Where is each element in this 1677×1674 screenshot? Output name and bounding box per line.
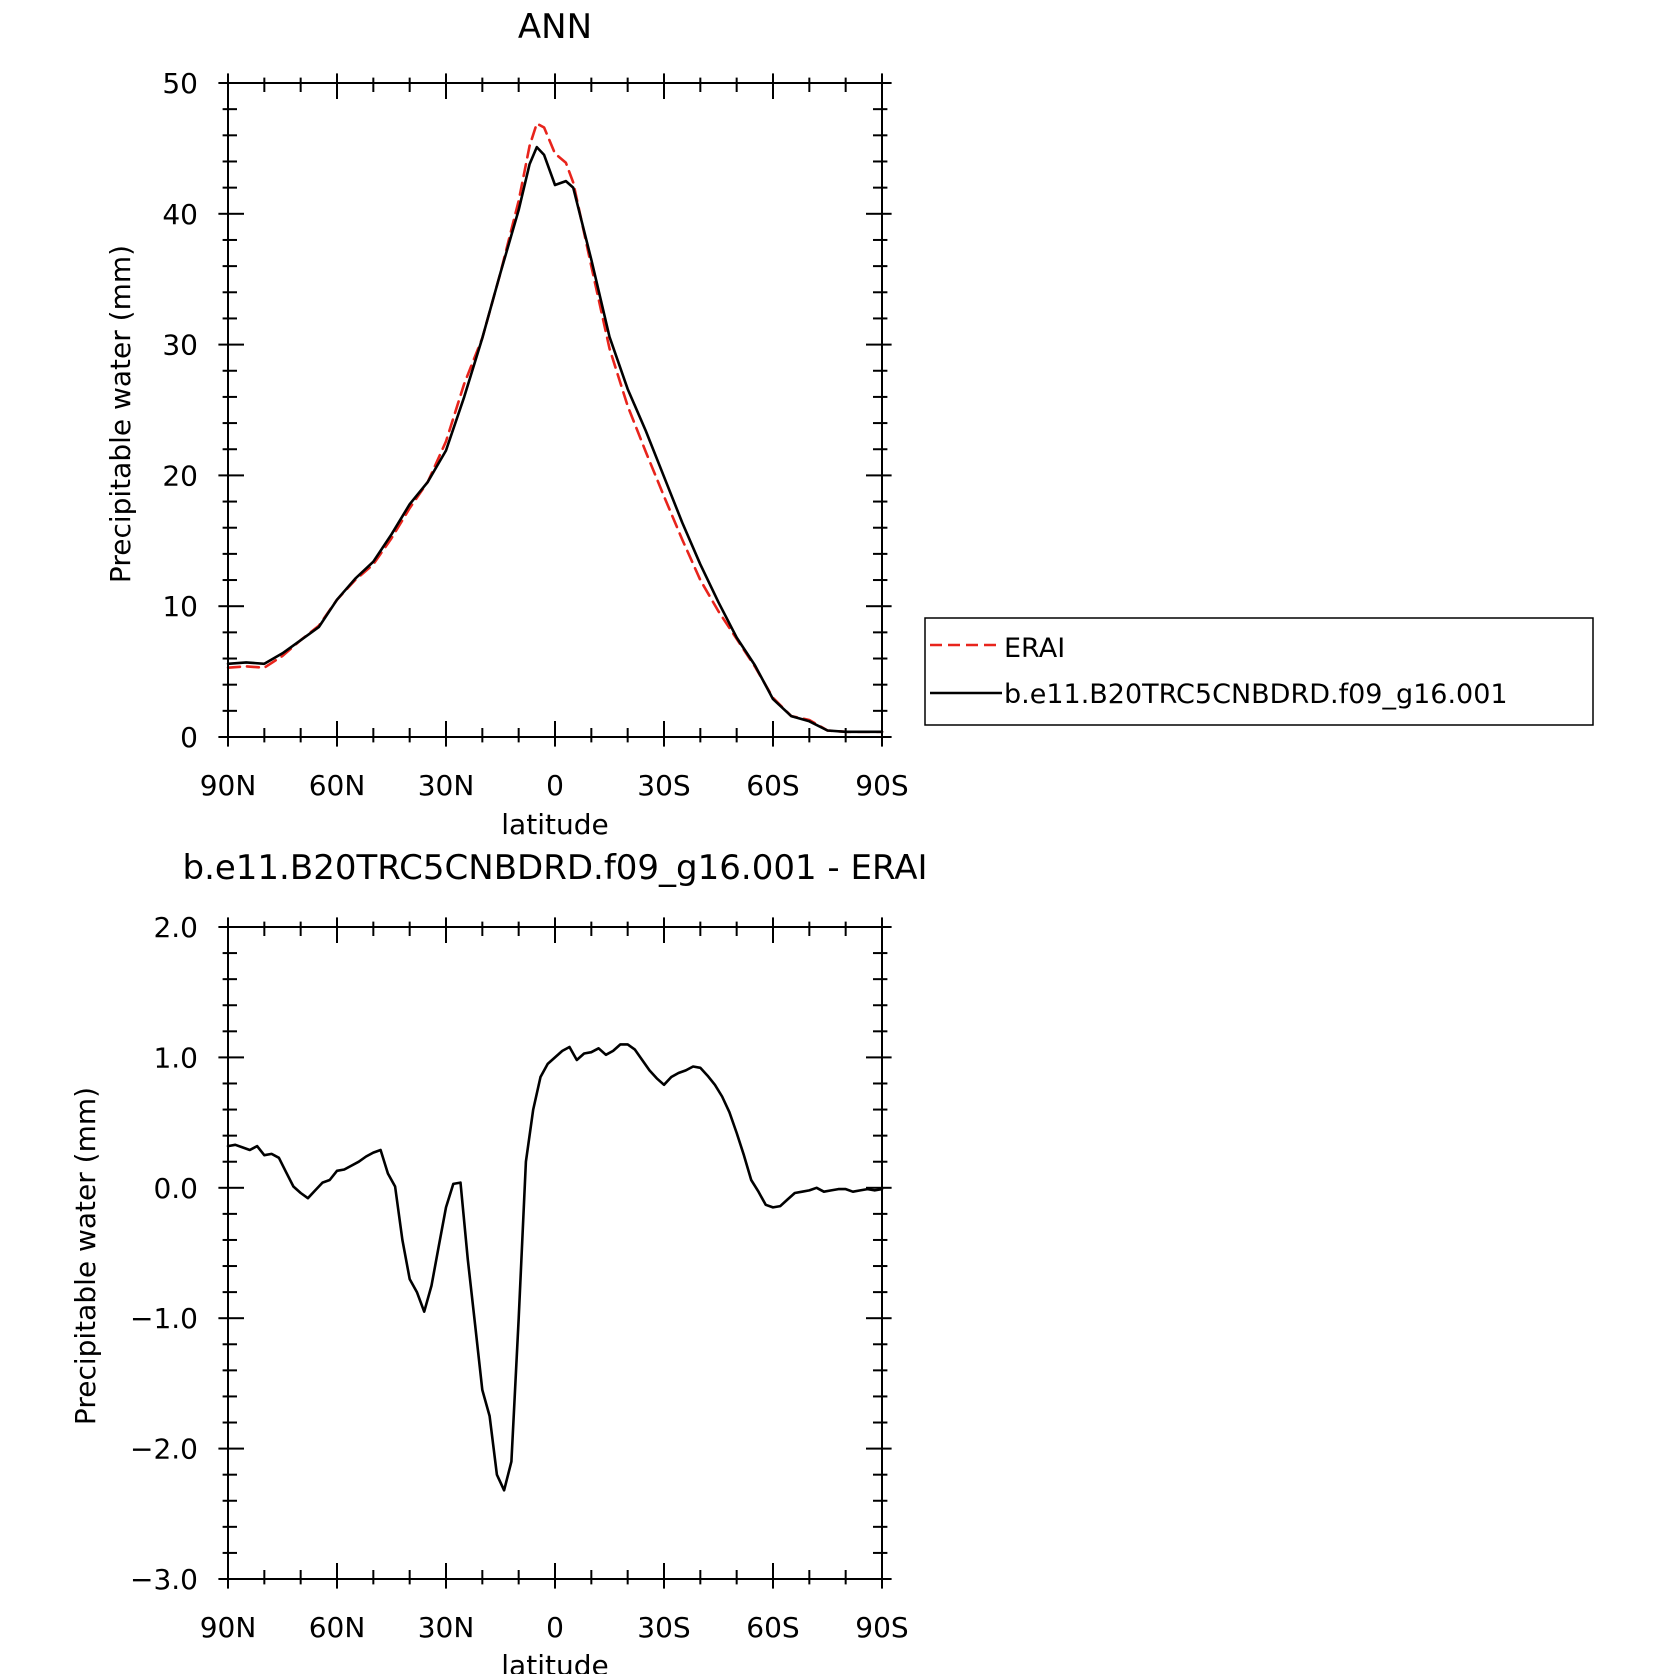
bottom-y-tick-label: −3.0	[130, 1563, 198, 1596]
bottom-x-tick-label: 60N	[309, 1611, 366, 1644]
top-y-tick-label: 50	[162, 67, 198, 100]
bottom-x-axis-label: latitude	[501, 1649, 608, 1674]
top-y-tick-label: 10	[162, 590, 198, 623]
bottom-plot-series	[226, 1043, 884, 1492]
top-y-tick-label: 40	[162, 198, 198, 231]
bottom-axis-ticks: 90N 60N 30N 0 30S 60S 90S −3.0 −2.0 −1.0 0.0 1.0 2.0	[130, 911, 909, 1644]
bottom-x-tick-label: 90N	[200, 1611, 257, 1644]
bottom-y-tick-label: 2.0	[153, 911, 198, 944]
top-y-axis-label: Precipitable water (mm)	[104, 245, 137, 583]
top-x-tick-label: 30N	[418, 769, 475, 802]
top-y-tick-label: 30	[162, 329, 198, 362]
legend-label-model: b.e11.B20TRC5CNBDRD.f09_g16.001	[1004, 679, 1508, 710]
bottom-chart-title: b.e11.B20TRC5CNBDRD.f09_g16.001 - ERAI	[182, 848, 927, 888]
bottom-x-tick-label: 30N	[418, 1611, 475, 1644]
bottom-y-tick-label: 0.0	[153, 1172, 198, 1205]
bottom-x-tick-label: 90S	[855, 1611, 908, 1644]
top-plot-series	[226, 122, 884, 734]
bottom-x-tick-label: 0	[546, 1611, 564, 1644]
top-x-tick-label: 90N	[200, 769, 257, 802]
top-y-tick-label: 20	[162, 459, 198, 492]
top-x-axis-label: latitude	[501, 808, 608, 841]
bottom-y-axis-label: Precipitable water (mm)	[69, 1087, 102, 1425]
top-y-tick-label: 0	[180, 721, 198, 754]
top-x-tick-label: 90S	[855, 769, 908, 802]
top-plot-frame	[227, 82, 883, 738]
bottom-y-tick-label: −1.0	[130, 1302, 198, 1335]
top-x-tick-label: 0	[546, 769, 564, 802]
top-x-tick-label: 60S	[746, 769, 799, 802]
top-series-line-erai	[226, 122, 884, 734]
bottom-plot-frame	[227, 926, 883, 1580]
bottom-series-line-0	[226, 1043, 884, 1492]
bottom-x-tick-label: 60S	[746, 1611, 799, 1644]
top-panel: ANN Precipitable water (mm) latitude 90N…	[104, 7, 909, 841]
bottom-y-tick-label: −2.0	[130, 1433, 198, 1466]
bottom-x-tick-label: 30S	[637, 1611, 690, 1644]
top-series-line-b-e11-b20trc5cnbdrd-f09-g16-001	[226, 145, 884, 734]
legend-box	[924, 617, 1594, 726]
top-x-tick-label: 30S	[637, 769, 690, 802]
legend: ERAI b.e11.B20TRC5CNBDRD.f09_g16.001	[924, 617, 1594, 726]
bottom-y-tick-label: 1.0	[153, 1041, 198, 1074]
top-chart-title: ANN	[518, 7, 592, 47]
bottom-panel: b.e11.B20TRC5CNBDRD.f09_g16.001 - ERAI P…	[69, 848, 928, 1674]
legend-label-erai: ERAI	[1004, 633, 1065, 664]
top-x-tick-label: 60N	[309, 769, 366, 802]
top-axis-ticks: 90N 60N 30N 0 30S 60S 90S 0 10 20 30 40 50	[162, 67, 908, 802]
